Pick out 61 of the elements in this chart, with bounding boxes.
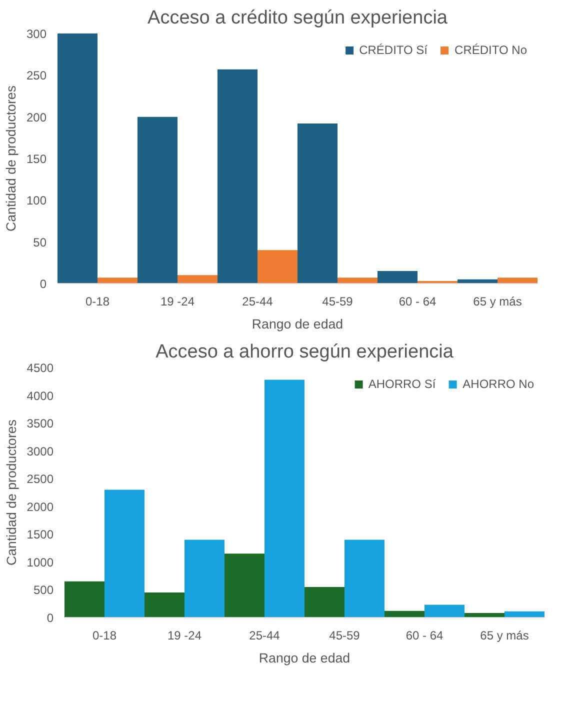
y-tick-label: 500 [33,583,54,598]
bar [144,592,184,618]
bar [378,271,418,284]
legend-label: AHORRO Sí [368,377,436,391]
bar [464,613,504,618]
y-tick-label: 4500 [26,361,54,375]
bar [384,610,424,618]
bar [504,611,544,618]
x-axis-title: Rango de edad [252,316,344,332]
y-tick-label: 1500 [26,528,54,542]
bar [304,586,344,618]
chart-title: Acceso a ahorro según experiencia [156,342,454,362]
x-tick-label: 19 -24 [160,294,195,308]
bar [264,380,304,618]
bar [298,124,338,284]
legend-label: CRÉDITO Sí [359,43,428,57]
chart-title: Acceso a crédito según experiencia [148,8,448,28]
bar [138,116,178,284]
legend-label: AHORRO No [462,377,534,391]
bar [224,554,264,618]
x-axis-title: Rango de edad [258,650,350,666]
x-tick-label: 0-18 [85,294,110,308]
x-tick-label: 45-59 [322,294,354,308]
bar [218,69,258,284]
y-tick-label: 100 [26,194,47,208]
y-tick-label: 3500 [26,416,54,431]
y-tick-label: 2500 [26,472,54,486]
bar [178,275,218,284]
y-axis-title: Cantidad de productores [4,419,19,566]
y-tick-label: 2000 [26,500,54,514]
y-axis-title: Cantidad de productores [3,85,18,232]
x-tick-label: 25-44 [249,628,280,642]
bar [104,490,144,618]
y-tick-label: 0 [40,277,47,291]
bar [58,34,98,284]
y-tick-label: 300 [26,27,47,41]
x-tick-label: 60 - 64 [406,628,444,642]
y-tick-label: 250 [26,68,47,83]
x-tick-label: 45-59 [329,628,360,642]
bar [184,540,224,618]
x-tick-label: 65 y más [473,294,522,308]
x-tick-label: 60 - 64 [398,294,437,308]
bar [344,540,384,618]
bar [338,278,378,284]
y-tick-label: 0 [46,611,54,625]
legend-label: CRÉDITO No [454,43,527,57]
bar [258,250,298,284]
y-tick-label: 1000 [26,555,54,570]
bar [64,581,104,618]
x-tick-label: 25-44 [242,294,274,308]
bar [498,278,538,284]
bar [424,604,464,618]
y-tick-label: 50 [33,235,47,250]
x-tick-label: 19 -24 [167,628,202,642]
bar [98,278,138,284]
y-tick-label: 150 [26,152,47,166]
x-tick-label: 65 y más [480,628,529,642]
y-tick-label: 200 [26,110,47,124]
y-tick-label: 4000 [26,388,54,403]
y-tick-label: 3000 [26,444,54,458]
x-tick-label: 0-18 [92,628,117,642]
